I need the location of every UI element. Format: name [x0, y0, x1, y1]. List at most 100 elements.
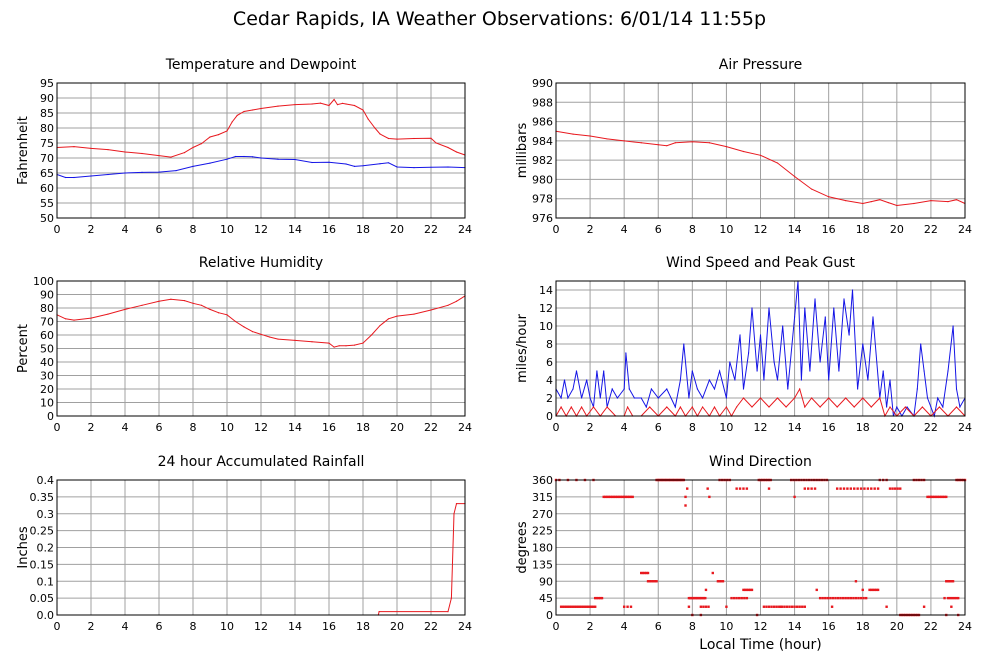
data-point — [251, 109, 254, 111]
data-point — [192, 146, 194, 149]
data-point — [107, 313, 109, 315]
chart-panel-humidity: 0 2 4 6 8 10 12 14 16 18 20 22 240102030405060708090… — [16, 255, 472, 434]
data-point — [814, 298, 816, 300]
data-point — [691, 406, 693, 408]
y-tick-label: 75 — [40, 137, 54, 150]
data-point — [879, 397, 881, 399]
x-tick-label: 0 — [54, 223, 61, 236]
x-tick-label: 14 — [788, 421, 802, 434]
data-point — [949, 580, 952, 583]
y-tick-label: 10 — [40, 397, 54, 410]
data-point — [767, 605, 771, 608]
data-point — [294, 339, 296, 341]
data-point — [801, 605, 804, 608]
data-point — [759, 154, 762, 156]
x-tick-label: 8 — [689, 620, 696, 633]
data-point — [950, 605, 953, 608]
data-point — [743, 596, 746, 600]
data-point — [333, 346, 335, 348]
data-point — [378, 611, 380, 613]
data-point — [729, 361, 731, 363]
data-point — [693, 596, 696, 600]
data-point — [847, 596, 850, 600]
x-tick-label: 18 — [356, 620, 370, 633]
data-point — [853, 487, 856, 490]
y-tick-label: 990 — [532, 77, 553, 90]
y-tick-label: 225 — [532, 525, 553, 538]
data-point — [862, 343, 864, 345]
data-point — [871, 588, 875, 592]
data-point — [691, 596, 695, 600]
y-tick-label: 45 — [539, 592, 553, 605]
data-point — [192, 302, 194, 304]
data-point — [455, 300, 458, 302]
data-point — [277, 158, 279, 160]
data-point — [803, 605, 807, 608]
data-point — [854, 580, 858, 583]
data-point — [571, 605, 575, 608]
y-tick-label: 80 — [40, 302, 54, 315]
y-axis-label: miles/hour — [515, 313, 530, 382]
data-point — [64, 318, 67, 320]
data-point — [846, 487, 849, 490]
data-point — [813, 487, 817, 490]
x-tick-label: 18 — [356, 421, 370, 434]
data-point — [759, 334, 762, 336]
data-point — [629, 605, 633, 608]
x-tick-label: 0 — [54, 421, 61, 434]
data-point — [611, 388, 613, 390]
data-point — [790, 605, 794, 608]
data-point — [948, 596, 952, 600]
data-point — [396, 315, 398, 317]
data-point — [955, 199, 958, 201]
chart-panel-rain: 0 2 4 6 8 10 12 14 16 18 20 22 240.00.050.10.150.20.… — [16, 454, 472, 633]
data-point — [686, 487, 689, 490]
data-point — [824, 316, 826, 318]
data-point — [873, 487, 876, 490]
plot-frame — [56, 280, 466, 417]
data-point — [447, 611, 449, 613]
x-tick-label: 16 — [822, 421, 836, 434]
data-point — [778, 605, 781, 608]
data-point — [260, 107, 262, 110]
data-point — [582, 605, 585, 608]
data-point — [946, 580, 949, 583]
data-point — [447, 146, 449, 149]
data-point — [795, 605, 799, 608]
x-tick-label: 24 — [458, 620, 472, 633]
data-point — [954, 596, 958, 600]
data-point — [175, 170, 177, 172]
data-point — [623, 388, 625, 390]
y-tick-label: 65 — [40, 167, 54, 180]
x-tick-label: 8 — [190, 620, 197, 633]
y-tick-label: 0.35 — [30, 491, 55, 504]
data-point — [857, 388, 859, 390]
data-point — [876, 588, 880, 592]
data-point — [268, 336, 271, 338]
data-point — [345, 163, 347, 165]
data-point — [725, 605, 728, 608]
data-point — [626, 605, 629, 608]
data-point — [596, 370, 598, 372]
y-axis-label: Inches — [16, 526, 31, 568]
data-point — [379, 324, 381, 327]
x-tick-label: 14 — [288, 620, 302, 633]
data-point — [605, 495, 609, 499]
data-point — [684, 504, 687, 507]
data-point — [353, 165, 356, 167]
data-point — [583, 605, 587, 608]
data-point — [650, 388, 653, 390]
x-tick-label: 20 — [890, 620, 904, 633]
data-point — [720, 580, 723, 583]
data-point — [742, 487, 745, 490]
data-point — [648, 580, 651, 583]
x-tick-label: 2 — [88, 421, 95, 434]
x-tick-label: 10 — [719, 620, 733, 633]
data-point — [719, 370, 721, 372]
y-tick-label: 60 — [40, 329, 54, 342]
data-point — [684, 495, 687, 499]
data-point — [708, 142, 710, 144]
data-point — [841, 596, 845, 600]
data-point — [844, 596, 847, 600]
data-point — [455, 503, 458, 505]
